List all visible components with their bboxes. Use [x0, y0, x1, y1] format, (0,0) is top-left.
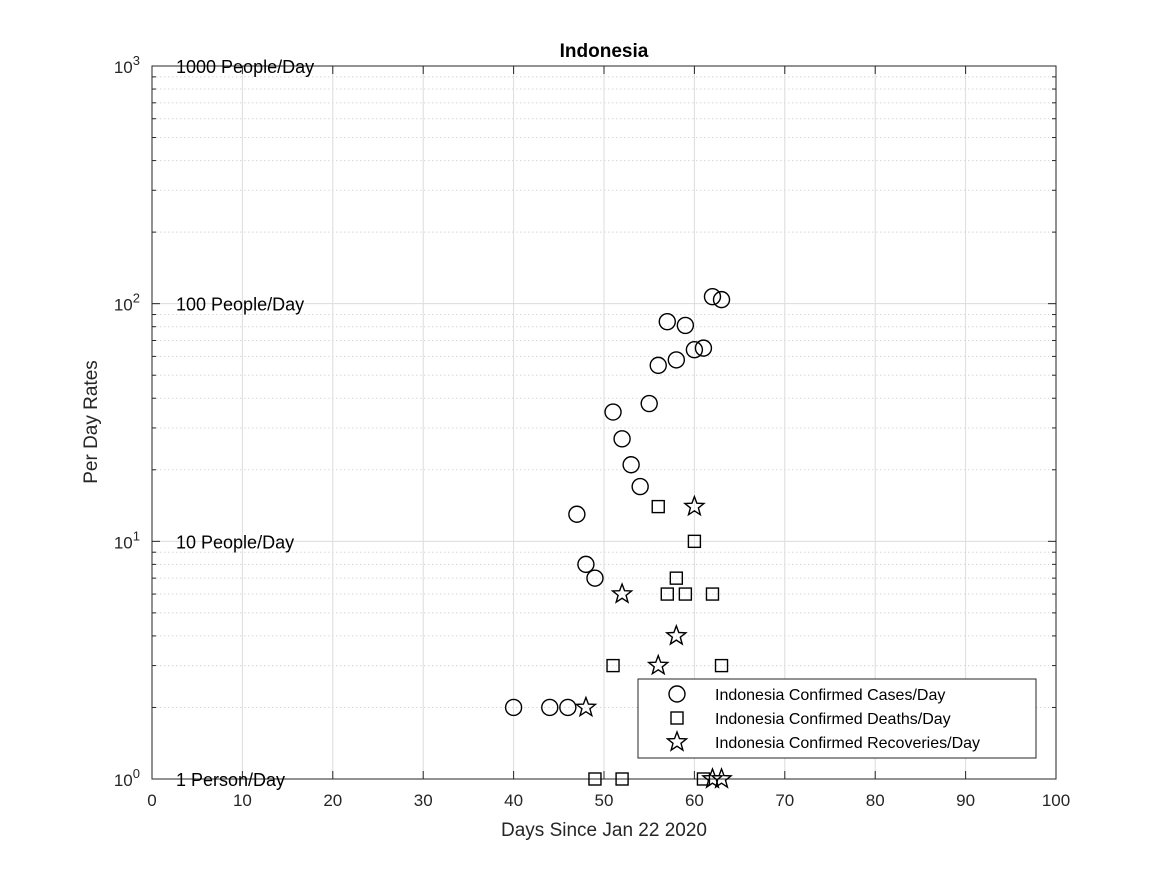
cases-point: [694, 339, 713, 357]
deaths-point: [678, 587, 693, 601]
legend: Indonesia Confirmed Cases/Day Indonesia C…: [637, 678, 1037, 759]
cases-point: [568, 505, 586, 523]
cases-point: [640, 394, 658, 413]
legend-entry: Indonesia Confirmed Cases/Day: [715, 687, 945, 704]
y-tick-exponent: 0: [133, 766, 140, 781]
y-tick-exponent: 3: [133, 53, 140, 68]
cases-point: [703, 287, 722, 306]
deaths-point: [606, 658, 620, 673]
cases-point: [712, 290, 731, 309]
x-tick-label: 60: [685, 791, 704, 810]
recoveries-point: [710, 767, 733, 789]
legend-circle-marker: [668, 685, 686, 703]
chart-title: Indonesia: [560, 41, 649, 62]
legend-entry: Indonesia Confirmed Recoveries/Day: [715, 735, 980, 752]
deaths-point: [705, 587, 720, 601]
y-tick-base: 10: [114, 296, 133, 315]
recoveries-point: [646, 653, 670, 676]
cases-point: [604, 403, 622, 421]
x-tick-label: 90: [956, 791, 975, 810]
rate-annotation: 10 People/Day: [176, 532, 294, 552]
cases-point: [586, 569, 604, 587]
x-tick-label: 50: [595, 791, 614, 810]
deaths-point: [696, 772, 711, 786]
y-tick-base: 10: [114, 771, 133, 790]
y-tick-label: 103: [114, 53, 140, 77]
x-tick-label: 40: [504, 791, 523, 810]
y-tick-exponent: 2: [133, 291, 140, 306]
cases-point: [622, 456, 640, 474]
y-tick-base: 10: [114, 58, 133, 77]
deaths-point: [588, 772, 602, 786]
y-tick-label: 101: [114, 528, 140, 552]
recoveries-point: [682, 494, 706, 517]
y-tick-base: 10: [114, 533, 133, 552]
cases-point: [676, 316, 695, 335]
y-tick-exponent: 1: [133, 528, 140, 543]
cases-point: [667, 351, 686, 369]
cases-point: [559, 698, 577, 717]
cases-point: [649, 356, 667, 375]
y-axis-label: Per Day Rates: [81, 360, 102, 484]
cases-point: [541, 698, 559, 717]
cases-point: [504, 698, 523, 717]
x-tick-label: 20: [323, 791, 342, 810]
legend-entry: Indonesia Confirmed Deaths/Day: [715, 711, 951, 728]
rate-annotation: 1 Person/Day: [176, 770, 285, 790]
recoveries-point: [664, 623, 688, 646]
marks-layer: [504, 287, 733, 789]
x-tick-label: 30: [414, 791, 433, 810]
grid-layer: [151, 65, 1057, 780]
rate-annotation: 1000 People/Day: [176, 57, 314, 77]
legend-box: [637, 678, 1037, 759]
deaths-point: [651, 499, 665, 514]
annotation-layer: 1000 People/Day 100 People/Day 10 People/D…: [176, 57, 314, 790]
x-axis-label: Days Since Jan 22 2020: [501, 820, 707, 841]
y-tick-label: 100: [114, 766, 140, 790]
x-tick-label: 80: [866, 791, 885, 810]
cases-point: [685, 341, 704, 359]
rate-annotation: 100 People/Day: [176, 295, 304, 315]
cases-point: [613, 430, 631, 448]
y-tick-label: 102: [114, 291, 140, 315]
deaths-point: [660, 587, 674, 601]
x-tick-label: 10: [233, 791, 252, 810]
deaths-point: [714, 658, 729, 673]
legend-star-marker: [665, 730, 689, 752]
recoveries-point: [610, 582, 634, 604]
deaths-point: [615, 772, 629, 786]
legend-square-marker: [670, 711, 684, 725]
x-tick-label: 70: [775, 791, 794, 810]
cases-point: [658, 312, 676, 331]
x-tick-label: 100: [1042, 791, 1070, 810]
deaths-point: [687, 534, 702, 549]
x-tick-label: 0: [147, 791, 156, 810]
cases-point: [577, 555, 595, 574]
recoveries-point: [574, 695, 598, 718]
cases-point: [631, 477, 649, 496]
deaths-point: [669, 571, 684, 585]
